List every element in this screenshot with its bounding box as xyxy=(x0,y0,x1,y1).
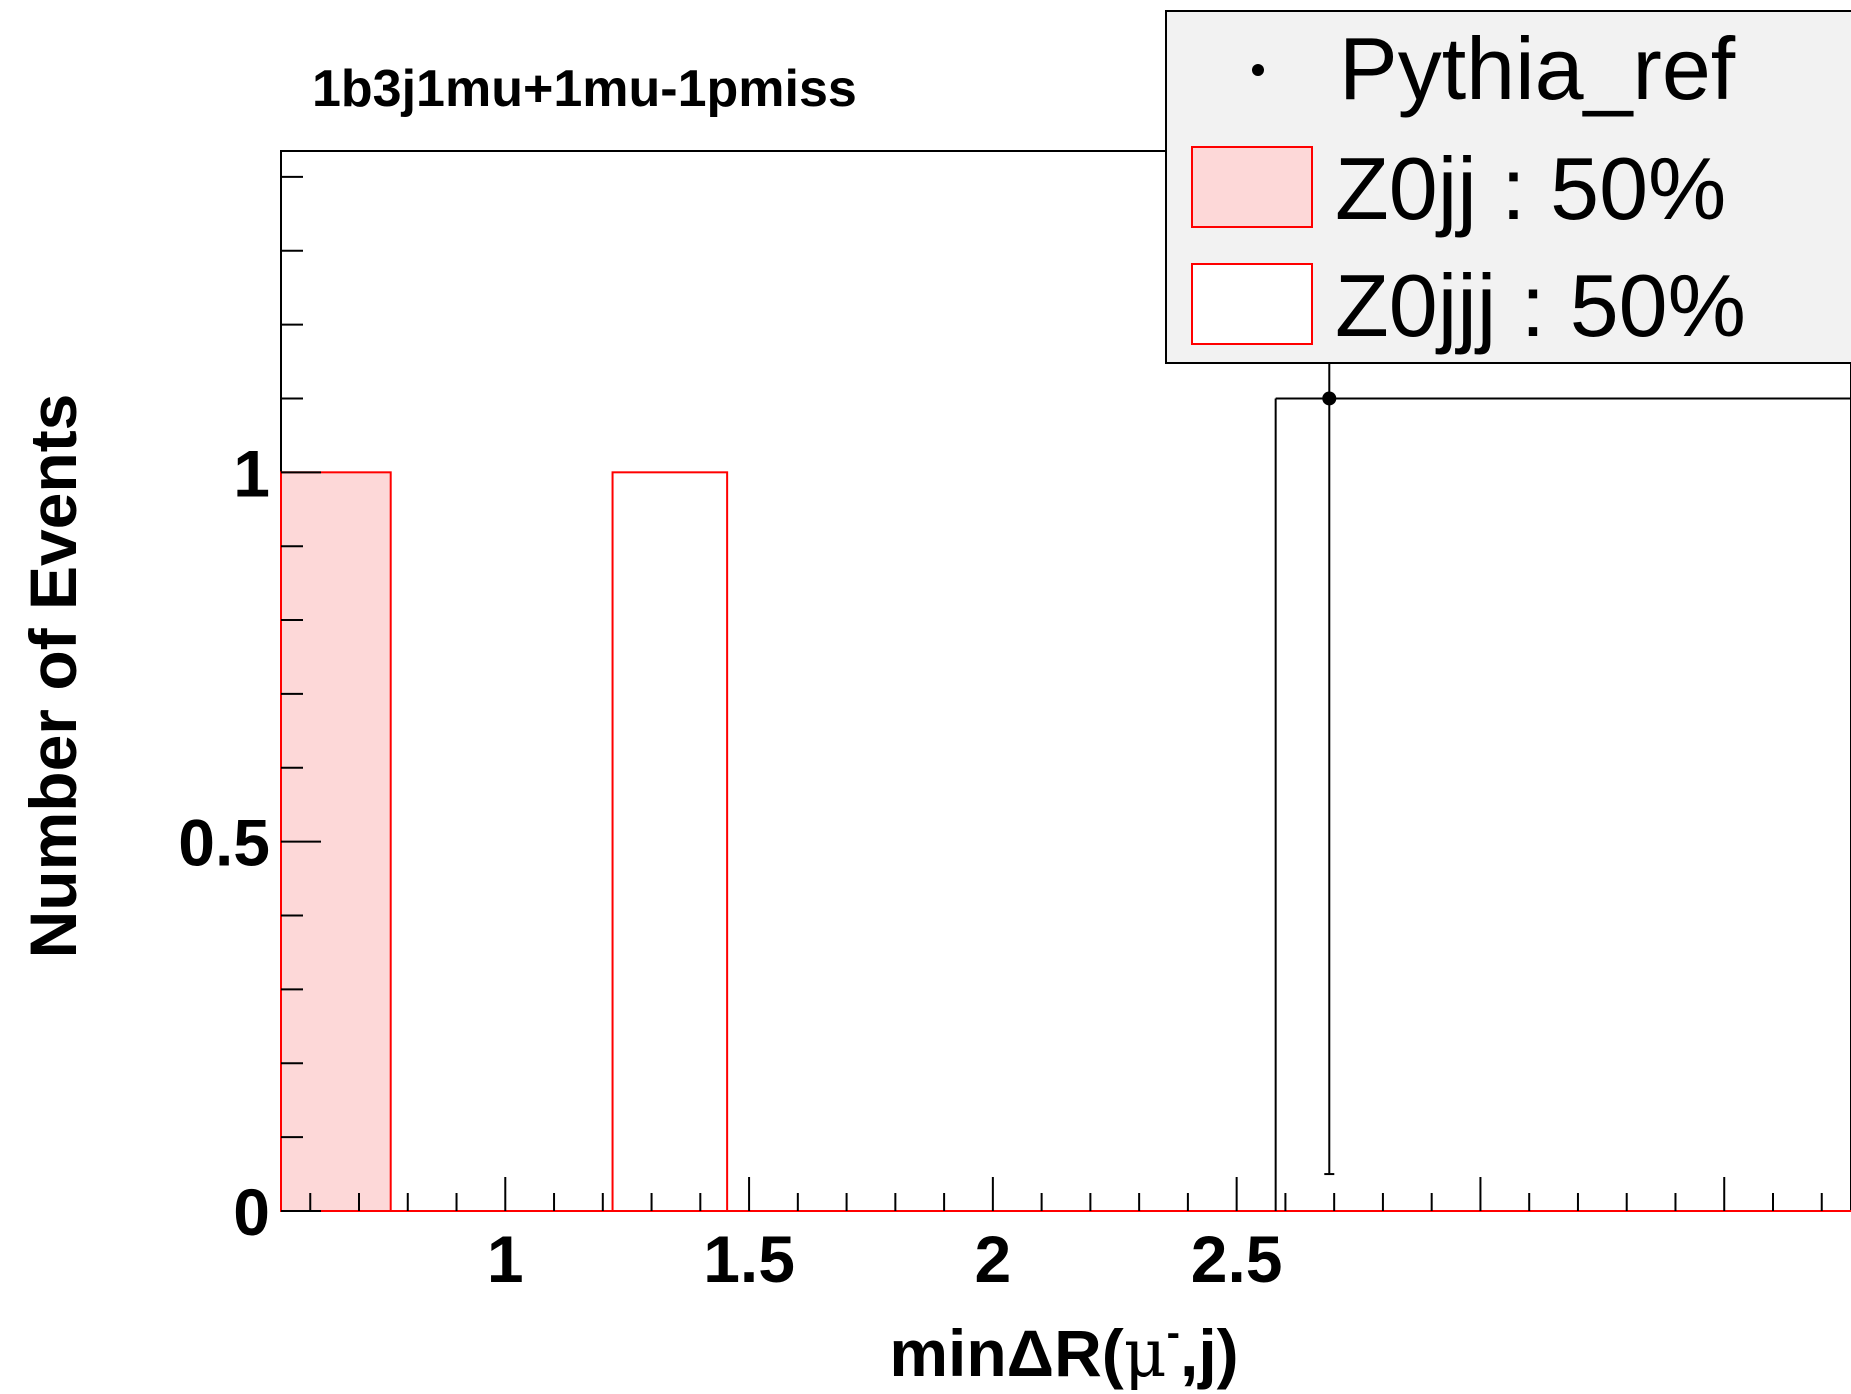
y-tick-label-0.5: 0.5 xyxy=(178,806,270,880)
y-tick-label-0: 0 xyxy=(233,1175,270,1249)
legend-marker-z0jjj-box xyxy=(1191,263,1313,345)
x-axis-label-suffix: ,j) xyxy=(1180,1316,1239,1390)
x-axis-ticks: 1 1.5 2 2.5 xyxy=(309,1177,1823,1296)
x-tick-label-2: 2 xyxy=(975,1222,1012,1296)
y-tick-label-1: 1 xyxy=(233,436,270,510)
x-tick-label-2.5: 2.5 xyxy=(1191,1222,1283,1296)
legend-label-z0jj: Z0jj : 50% xyxy=(1335,139,1726,238)
legend-marker-z0jj-box xyxy=(1191,146,1313,228)
pythia-point-0 xyxy=(1322,391,1337,406)
legend: Pythia_ref Z0jj : 50% Z0jjj : 50% xyxy=(1165,10,1851,364)
y-axis-ticks: 00.51 xyxy=(178,175,321,1249)
x-axis-label-mu: μ xyxy=(1124,1315,1167,1392)
x-axis-label-superscript: - xyxy=(1167,1311,1180,1355)
x-axis-label: minΔR(μ-,j) xyxy=(889,1311,1238,1392)
legend-label-z0jjj: Z0jjj : 50% xyxy=(1335,256,1746,355)
chart-title: 1b3j1mu+1mu-1pmiss xyxy=(312,60,857,118)
x-tick-label-1.5: 1.5 xyxy=(703,1222,795,1296)
legend-marker-pythia-point xyxy=(1252,64,1264,76)
legend-label-pythia: Pythia_ref xyxy=(1339,19,1736,118)
x-axis-label-delta: ΔR( xyxy=(1007,1316,1124,1390)
y-axis-label: Number of Events xyxy=(16,394,90,959)
x-tick-label-1: 1 xyxy=(487,1222,524,1296)
x-axis-label-prefix: min xyxy=(889,1316,1006,1390)
bar-z0jjj-0 xyxy=(611,471,729,1212)
